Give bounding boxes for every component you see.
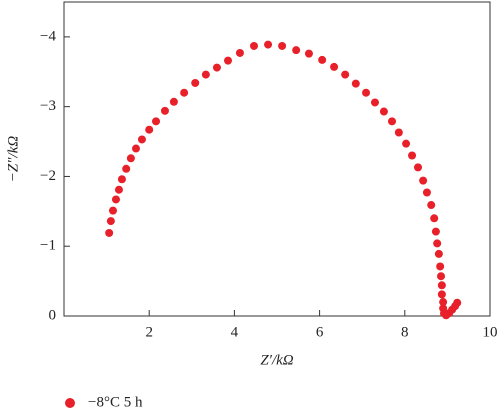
data-point bbox=[436, 262, 445, 271]
y-tick-label: −1 bbox=[40, 238, 56, 254]
data-point bbox=[408, 151, 417, 160]
data-point bbox=[430, 214, 439, 223]
data-point bbox=[108, 206, 117, 215]
data-point bbox=[318, 55, 327, 64]
data-point bbox=[427, 201, 436, 210]
data-point bbox=[137, 135, 146, 144]
data-point bbox=[114, 185, 123, 194]
data-point bbox=[330, 62, 339, 71]
data-point bbox=[434, 249, 443, 258]
data-point bbox=[235, 48, 244, 57]
data-point bbox=[180, 88, 189, 97]
data-point bbox=[422, 188, 431, 197]
y-tick-label: −4 bbox=[40, 28, 56, 44]
x-tick-label: 6 bbox=[316, 324, 324, 340]
data-point bbox=[224, 56, 233, 65]
data-point bbox=[431, 227, 440, 236]
x-tick-label: 8 bbox=[401, 324, 409, 340]
data-point bbox=[362, 88, 371, 97]
data-point bbox=[379, 107, 388, 116]
legend-marker bbox=[65, 398, 75, 408]
data-point bbox=[169, 97, 178, 106]
data-point bbox=[370, 98, 379, 107]
data-point bbox=[105, 228, 114, 237]
data-point bbox=[145, 125, 154, 134]
data-point bbox=[414, 163, 423, 172]
data-point bbox=[106, 217, 115, 226]
data-point bbox=[394, 128, 403, 137]
data-point bbox=[388, 117, 397, 126]
data-point bbox=[341, 70, 350, 79]
x-axis-label: Z′/kΩ bbox=[260, 352, 293, 368]
x-tick-label: 2 bbox=[145, 324, 153, 340]
data-point bbox=[131, 144, 140, 153]
y-tick-label: −2 bbox=[40, 168, 56, 184]
data-point bbox=[292, 46, 301, 55]
data-point bbox=[453, 298, 462, 307]
data-point bbox=[402, 139, 411, 148]
data-point bbox=[212, 63, 221, 72]
data-point bbox=[437, 272, 446, 281]
x-tick-label: 4 bbox=[231, 324, 239, 340]
data-point bbox=[111, 195, 120, 204]
data-point bbox=[191, 78, 200, 87]
data-point bbox=[160, 106, 169, 115]
data-point bbox=[304, 49, 313, 58]
data-point bbox=[249, 41, 258, 50]
data-point bbox=[439, 298, 448, 307]
plot-frame bbox=[63, 1, 491, 317]
data-point bbox=[122, 164, 131, 173]
data-point bbox=[351, 79, 360, 88]
data-point bbox=[437, 281, 446, 290]
x-tick-label: 10 bbox=[483, 324, 498, 340]
data-point bbox=[433, 239, 442, 248]
data-point bbox=[264, 40, 273, 49]
data-point bbox=[278, 41, 287, 50]
data-point bbox=[152, 117, 161, 126]
data-point bbox=[437, 290, 446, 299]
data-point bbox=[201, 70, 210, 79]
data-point bbox=[126, 154, 135, 163]
y-tick-label: −3 bbox=[40, 98, 56, 114]
data-point bbox=[117, 175, 126, 184]
legend-label: −8°C 5 h bbox=[88, 394, 143, 410]
y-tick-label: 0 bbox=[49, 307, 57, 323]
data-point bbox=[419, 176, 428, 185]
y-axis-label: −Z″/kΩ bbox=[5, 136, 21, 183]
